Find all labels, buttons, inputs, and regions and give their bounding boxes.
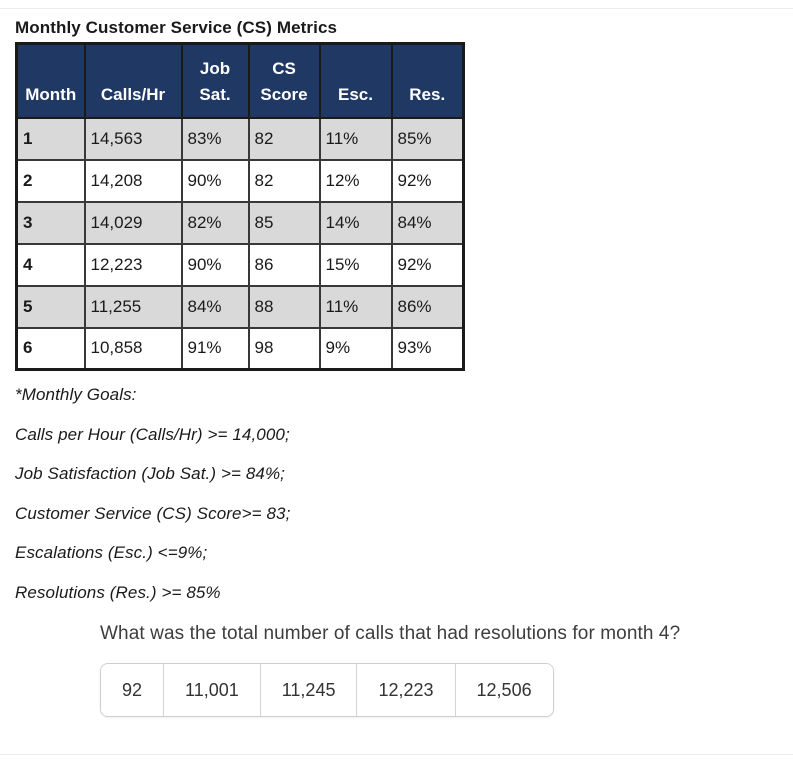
cell-res: 85%: [390, 116, 465, 161]
header-row: Month Calls/Hr Job Sat. CS Score Esc. Re…: [15, 42, 465, 119]
answer-option-5[interactable]: 12,506: [455, 664, 553, 716]
cell-month: 6: [15, 326, 86, 371]
metrics-table: Month Calls/Hr Job Sat. CS Score Esc. Re…: [15, 42, 465, 371]
col-header-esc: Esc.: [318, 42, 393, 119]
cell-calls: 14,563: [83, 116, 183, 161]
question-text: What was the total number of calls that …: [100, 623, 681, 644]
cell-calls: 10,858: [83, 326, 183, 371]
table-row: 6 10,858 91% 98 9% 93%: [15, 326, 465, 371]
cell-calls: 11,255: [83, 284, 183, 329]
quiz-content: Monthly Customer Service (CS) Metrics Mo…: [15, 18, 785, 717]
cell-cs-score: 86: [247, 242, 321, 287]
cell-res: 93%: [390, 326, 465, 371]
table-header: Month Calls/Hr Job Sat. CS Score Esc. Re…: [15, 42, 465, 119]
col-header-month: Month: [15, 42, 86, 119]
cell-month: 4: [15, 242, 86, 287]
goal-resolutions: Resolutions (Res.) >= 85%: [15, 582, 221, 602]
page-title: Monthly Customer Service (CS) Metrics: [15, 18, 338, 37]
table-row: 4 12,223 90% 86 15% 92%: [15, 242, 465, 287]
cell-esc: 11%: [318, 116, 393, 161]
col-header-cs-score: CS Score: [247, 42, 321, 119]
cell-esc: 14%: [318, 200, 393, 245]
table-row: 5 11,255 84% 88 11% 86%: [15, 284, 465, 329]
cell-job-sat: 91%: [180, 326, 250, 371]
goal-job-satisfaction: Job Satisfaction (Job Sat.) >= 84%;: [15, 464, 285, 483]
cell-calls: 14,208: [83, 158, 183, 203]
cell-cs-score: 98: [247, 326, 321, 371]
cell-month: 2: [15, 158, 86, 203]
col-header-job-sat: Job Sat.: [180, 42, 250, 119]
table-row: 2 14,208 90% 82 12% 92%: [15, 158, 465, 203]
col-header-calls-per-hr: Calls/Hr: [83, 42, 183, 119]
answer-option-2[interactable]: 11,001: [164, 664, 261, 716]
cell-esc: 9%: [318, 326, 393, 371]
col-header-res: Res.: [390, 42, 465, 119]
cell-esc: 12%: [318, 158, 393, 203]
answer-option-3[interactable]: 11,245: [260, 664, 358, 716]
cell-cs-score: 88: [247, 284, 321, 329]
cell-job-sat: 84%: [180, 284, 250, 329]
cell-job-sat: 90%: [180, 242, 250, 287]
goal-cs-score: Customer Service (CS) Score>= 83;: [15, 503, 291, 523]
cell-calls: 14,029: [83, 200, 183, 245]
goals-heading: *Monthly Goals:: [15, 385, 137, 404]
cell-res: 84%: [390, 200, 465, 245]
bottom-divider: [0, 754, 793, 755]
top-divider: [0, 8, 793, 9]
cell-job-sat: 90%: [180, 158, 250, 203]
table-row: 3 14,029 82% 85 14% 84%: [15, 200, 465, 245]
cell-cs-score: 82: [247, 158, 321, 203]
answer-option-1[interactable]: 92: [101, 664, 165, 716]
answer-options-group: 92 11,001 11,245 12,223 12,506: [100, 663, 554, 717]
cell-calls: 12,223: [83, 242, 183, 287]
cell-res: 92%: [390, 158, 465, 203]
cell-job-sat: 83%: [180, 116, 250, 161]
goal-escalations: Escalations (Esc.) <=9%;: [15, 543, 208, 562]
cell-month: 5: [15, 284, 86, 329]
cell-esc: 15%: [318, 242, 393, 287]
cell-cs-score: 82: [247, 116, 321, 161]
cell-month: 3: [15, 200, 86, 245]
cell-esc: 11%: [318, 284, 393, 329]
cell-month: 1: [15, 116, 86, 161]
cell-res: 92%: [390, 242, 465, 287]
answer-option-4[interactable]: 12,223: [357, 664, 456, 716]
table-row: 1 14,563 83% 82 11% 85%: [15, 116, 465, 161]
goal-calls-per-hour: Calls per Hour (Calls/Hr) >= 14,000;: [15, 424, 290, 444]
cell-job-sat: 82%: [180, 200, 250, 245]
cell-cs-score: 85: [247, 200, 321, 245]
monthly-goals: *Monthly Goals: Calls per Hour (Calls/Hr…: [15, 386, 785, 602]
cell-res: 86%: [390, 284, 465, 329]
